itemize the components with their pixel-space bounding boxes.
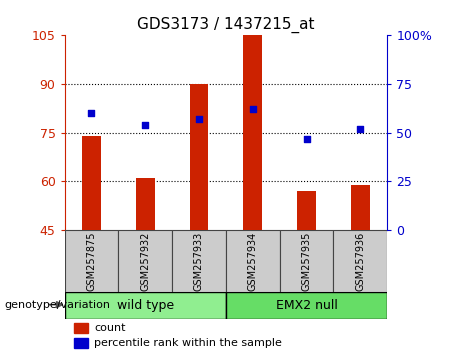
Text: percentile rank within the sample: percentile rank within the sample	[95, 338, 282, 348]
Point	[195, 116, 203, 122]
Text: wild type: wild type	[117, 299, 174, 312]
Text: GSM257933: GSM257933	[194, 232, 204, 291]
Text: GSM257875: GSM257875	[86, 231, 96, 291]
Bar	[118, 230, 172, 292]
Bar	[243, 35, 262, 230]
Bar	[82, 136, 101, 230]
Bar	[333, 230, 387, 292]
Bar	[226, 292, 387, 319]
Text: EMX2 null: EMX2 null	[276, 299, 337, 312]
Bar	[65, 292, 226, 319]
Point	[303, 136, 310, 142]
Bar	[297, 191, 316, 230]
Bar	[280, 230, 333, 292]
Point	[142, 122, 149, 128]
Point	[88, 110, 95, 116]
Point	[357, 126, 364, 132]
Text: count: count	[95, 323, 126, 333]
Bar	[189, 84, 208, 230]
Point	[249, 107, 256, 112]
Bar	[351, 185, 370, 230]
Bar	[172, 230, 226, 292]
Text: GSM257932: GSM257932	[140, 232, 150, 291]
Text: GSM257936: GSM257936	[355, 232, 366, 291]
Bar	[65, 230, 118, 292]
Bar	[136, 178, 154, 230]
Text: GSM257934: GSM257934	[248, 232, 258, 291]
Title: GDS3173 / 1437215_at: GDS3173 / 1437215_at	[137, 16, 315, 33]
Bar	[75, 338, 88, 348]
Bar	[75, 323, 88, 333]
Bar	[226, 230, 280, 292]
Text: GSM257935: GSM257935	[301, 232, 312, 291]
Text: genotype/variation: genotype/variation	[5, 300, 111, 310]
